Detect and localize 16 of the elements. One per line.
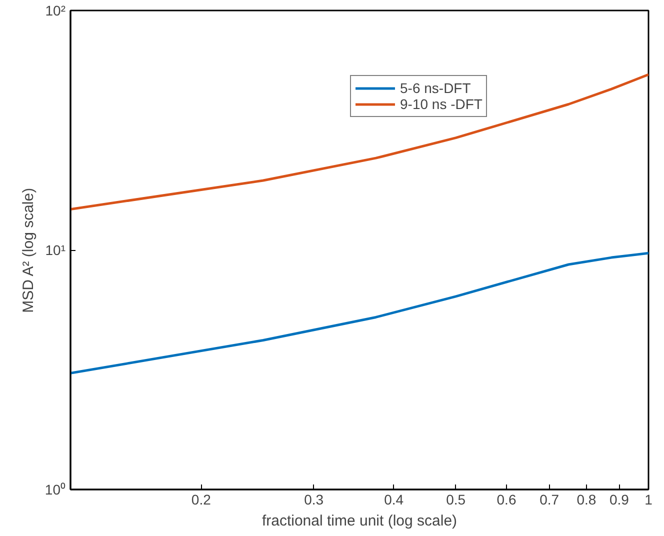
- x-tick-label: 0.7: [540, 492, 560, 508]
- legend-label: 9-10 ns -DFT: [400, 96, 482, 112]
- x-axis-title: fractional time unit (log scale): [262, 512, 458, 530]
- y-axis-title: MSD A² (log scale): [20, 188, 37, 313]
- x-tick-label: 0.4: [384, 492, 404, 508]
- x-tick-label: 0.6: [496, 492, 516, 508]
- x-tick-label: 1: [644, 492, 653, 508]
- y-tick-label: 10⁰: [44, 482, 66, 498]
- x-tick-label: 0.5: [446, 492, 466, 508]
- legend-label: 5-6 ns-DFT: [400, 80, 471, 96]
- x-tick-label: 0.3: [304, 492, 324, 508]
- x-tick-label: 0.9: [609, 492, 630, 508]
- y-tick-label: 10¹: [45, 242, 66, 258]
- x-tick-label: 0.8: [576, 492, 596, 508]
- y-tick-label: 10²: [45, 2, 66, 18]
- x-tick-label: 0.2: [191, 492, 212, 508]
